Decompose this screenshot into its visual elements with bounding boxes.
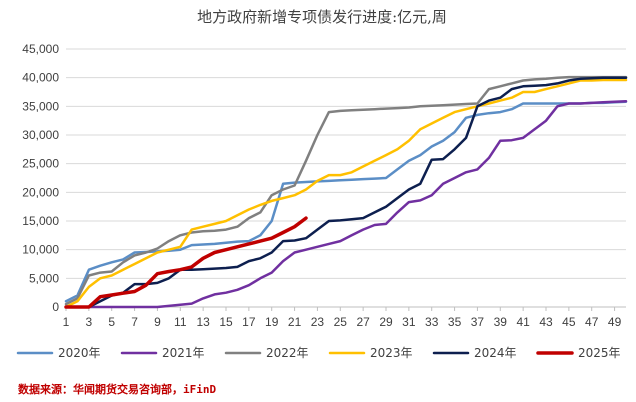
y-tick-label: 20,000 [22, 185, 59, 199]
x-tick-label: 47 [585, 315, 599, 329]
y-tick-label: 10,000 [22, 243, 59, 257]
x-tick-label: 21 [288, 315, 302, 329]
x-tick-label: 23 [311, 315, 325, 329]
x-tick-label: 41 [516, 315, 530, 329]
y-tick-label: 15,000 [22, 214, 59, 228]
y-tick-label: 35,000 [22, 99, 59, 113]
x-tick-label: 13 [196, 315, 210, 329]
series-line [64, 99, 628, 309]
y-tick-label: 40,000 [22, 71, 59, 85]
x-axis: 1 3 5 7 9 11 13 15 17 19 21 23 25 27 29 31 33 35 37 39 41 43 4… [63, 306, 626, 329]
x-tick-label: 5 [108, 315, 115, 329]
x-tick-label: 29 [379, 315, 393, 329]
x-tick-label: 45 [562, 315, 576, 329]
series-line [64, 75, 628, 306]
x-tick-label: 35 [448, 315, 462, 329]
x-tick-label: 9 [154, 315, 161, 329]
series-line [64, 216, 308, 309]
y-tick-label: 30,000 [22, 128, 59, 142]
y-axis: 0 5,000 10,000 15,000 20,000 25,000 30,000 35,0… [22, 42, 59, 314]
legend-label: 2020年 [58, 346, 101, 360]
x-tick-label: 33 [425, 315, 439, 329]
x-tick-label: 1 [63, 315, 70, 329]
x-tick-label: 17 [242, 315, 256, 329]
x-tick-label: 11 [174, 315, 187, 329]
x-tick-label: 27 [356, 315, 370, 329]
x-tick-label: 39 [494, 315, 508, 329]
x-tick-label: 49 [608, 315, 622, 329]
chart-title: 地方政府新增专项债发行进度:亿元,周 [197, 8, 447, 26]
x-tick-label: 43 [539, 315, 553, 329]
x-tick-label: 15 [219, 315, 233, 329]
series-line [64, 100, 628, 303]
x-tick-label: 37 [471, 315, 485, 329]
series-lines [64, 75, 628, 309]
x-tick-label: 25 [334, 315, 348, 329]
legend-label: 2025年 [578, 346, 621, 360]
legend-label: 2021年 [162, 346, 205, 360]
legend-label: 2023年 [370, 346, 413, 360]
legend-label: 2024年 [474, 346, 517, 360]
y-tick-label: 5,000 [29, 271, 59, 285]
x-tick-label: 3 [86, 315, 93, 329]
x-tick-label: 19 [265, 315, 279, 329]
x-tick-label: 7 [131, 315, 138, 329]
grid-lines [66, 48, 626, 279]
series-line [64, 78, 628, 309]
source-note: 数据来源：华闻期货交易咨询部，iFinD [18, 383, 217, 396]
x-tick-label: 31 [402, 315, 416, 329]
series-line [64, 76, 628, 309]
y-tick-label: 0 [52, 300, 59, 314]
y-tick-label: 45,000 [22, 42, 59, 56]
y-tick-label: 25,000 [22, 157, 59, 171]
legend-label: 2022年 [266, 346, 309, 360]
legend: 2020年 2021年 2022年 2023年 2024年 2025年 [16, 346, 621, 360]
